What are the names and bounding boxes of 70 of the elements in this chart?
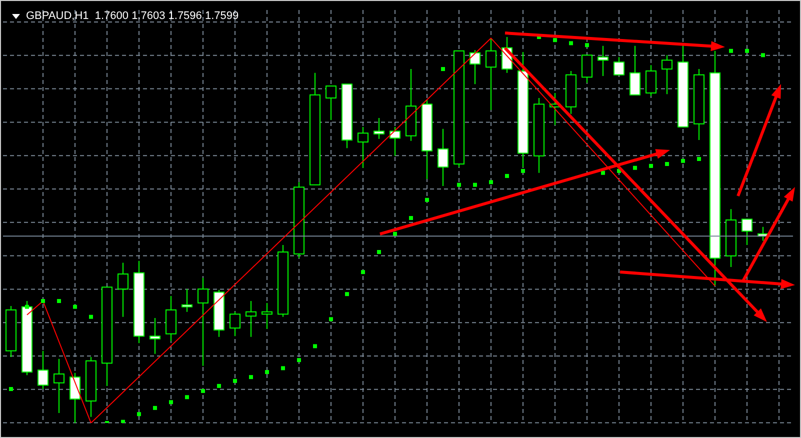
point (393, 232, 397, 236)
point (9, 387, 13, 392)
candlestick (614, 56, 624, 76)
candlestick (646, 64, 656, 97)
point (441, 67, 445, 72)
point (505, 174, 509, 178)
point (729, 48, 733, 53)
point (201, 388, 205, 393)
candlestick (358, 126, 368, 168)
candlestick (486, 38, 496, 110)
candlestick (390, 126, 400, 156)
chart-title: GBPAUD,H1 1.7600 1.7603 1.7596 1.7599 (26, 10, 239, 22)
candlestick (470, 50, 480, 85)
candlestick (374, 118, 384, 140)
candlestick (246, 300, 256, 338)
candlestick (630, 45, 640, 96)
point (473, 182, 477, 187)
point (297, 358, 301, 362)
point (665, 162, 669, 166)
point (457, 182, 461, 187)
candlestick (70, 372, 80, 423)
point (313, 344, 317, 348)
point (745, 48, 749, 53)
candlestick (262, 302, 272, 330)
point (217, 384, 221, 388)
point (233, 378, 237, 383)
candlestick (582, 54, 592, 84)
candlestick (118, 262, 128, 318)
point (249, 375, 253, 380)
point (377, 250, 381, 254)
point (185, 395, 189, 400)
point (121, 420, 125, 423)
candlestick (198, 277, 208, 366)
point (89, 314, 93, 319)
point (409, 216, 413, 220)
point (137, 412, 141, 416)
point (57, 299, 61, 304)
candlestick (54, 358, 64, 414)
point (153, 406, 157, 410)
candlestick (598, 45, 608, 76)
candlestick (742, 218, 752, 246)
candlestick (662, 54, 672, 95)
point (633, 166, 637, 170)
point (169, 400, 173, 404)
point (361, 270, 365, 274)
point (761, 53, 765, 58)
candlestick (150, 318, 160, 354)
point (681, 158, 685, 163)
candlestick (230, 311, 240, 337)
candlestick (326, 86, 336, 120)
candlestick (182, 288, 192, 312)
point (697, 156, 701, 161)
point (425, 198, 429, 202)
candlestick (38, 350, 48, 390)
candlestick (438, 128, 448, 186)
point (41, 299, 45, 304)
point (521, 168, 525, 173)
point (265, 370, 269, 374)
point (329, 317, 333, 322)
point (345, 292, 349, 296)
candlestick (166, 296, 176, 342)
point (489, 180, 493, 184)
point (601, 170, 605, 175)
point (649, 164, 653, 168)
point (73, 304, 77, 309)
point (281, 366, 285, 370)
point (585, 43, 589, 48)
point (569, 41, 573, 46)
point (25, 304, 29, 309)
point (553, 38, 557, 42)
